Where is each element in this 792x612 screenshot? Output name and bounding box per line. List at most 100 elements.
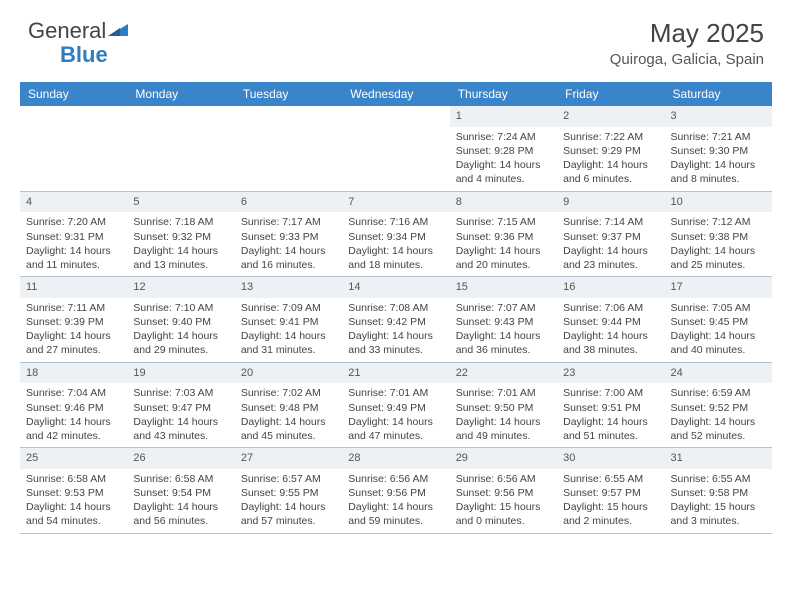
day-cell: 15Sunrise: 7:07 AMSunset: 9:43 PMDayligh… — [450, 277, 557, 362]
day-label-mon: Monday — [127, 82, 234, 106]
day-body: Sunrise: 6:57 AMSunset: 9:55 PMDaylight:… — [235, 469, 342, 533]
day-number: 21 — [342, 363, 449, 384]
daylight-text: Daylight: 14 hours and 11 minutes. — [26, 244, 121, 272]
sunrise-text: Sunrise: 7:00 AM — [563, 386, 658, 400]
day-body: Sunrise: 6:55 AMSunset: 9:57 PMDaylight:… — [557, 469, 664, 533]
day-body: Sunrise: 7:24 AMSunset: 9:28 PMDaylight:… — [450, 127, 557, 191]
day-cell: 17Sunrise: 7:05 AMSunset: 9:45 PMDayligh… — [665, 277, 772, 362]
day-body: Sunrise: 7:01 AMSunset: 9:49 PMDaylight:… — [342, 383, 449, 447]
day-cell — [342, 106, 449, 191]
day-cell: 20Sunrise: 7:02 AMSunset: 9:48 PMDayligh… — [235, 363, 342, 448]
daylight-text: Daylight: 15 hours and 0 minutes. — [456, 500, 551, 528]
day-body: Sunrise: 7:14 AMSunset: 9:37 PMDaylight:… — [557, 212, 664, 276]
sunrise-text: Sunrise: 6:56 AM — [348, 472, 443, 486]
day-body: Sunrise: 6:58 AMSunset: 9:54 PMDaylight:… — [127, 469, 234, 533]
day-cell: 3Sunrise: 7:21 AMSunset: 9:30 PMDaylight… — [665, 106, 772, 191]
daylight-text: Daylight: 14 hours and 59 minutes. — [348, 500, 443, 528]
day-cell: 5Sunrise: 7:18 AMSunset: 9:32 PMDaylight… — [127, 192, 234, 277]
sunset-text: Sunset: 9:56 PM — [348, 486, 443, 500]
day-number: 26 — [127, 448, 234, 469]
week-row: 4Sunrise: 7:20 AMSunset: 9:31 PMDaylight… — [20, 192, 772, 278]
day-cell: 4 Sunrise: 7:20 AMSunset: 9:31 PMDaylight… — [20, 192, 127, 277]
daylight-text: Daylight: 14 hours and 16 minutes. — [241, 244, 336, 272]
day-body: Sunrise: 7:09 AMSunset: 9:41 PMDaylight:… — [235, 298, 342, 362]
day-number: 10 — [665, 192, 772, 213]
sunset-text: Sunset: 9:37 PM — [563, 230, 658, 244]
sunrise-text: Sunrise: 7:02 AM — [241, 386, 336, 400]
day-number: 16 — [557, 277, 664, 298]
day-body: Sunrise: 7:08 AMSunset: 9:42 PMDaylight:… — [342, 298, 449, 362]
daylight-text: Daylight: 14 hours and 29 minutes. — [133, 329, 228, 357]
day-body: Sunrise: 6:55 AMSunset: 9:58 PMDaylight:… — [665, 469, 772, 533]
daylight-text: Daylight: 14 hours and 49 minutes. — [456, 415, 551, 443]
day-body: Sunrise: 7:17 AMSunset: 9:33 PMDaylight:… — [235, 212, 342, 276]
sunset-text: Sunset: 9:41 PM — [241, 315, 336, 329]
day-number: 5 — [127, 192, 234, 213]
weeks-container: 1Sunrise: 7:24 AMSunset: 9:28 PMDaylight… — [20, 106, 772, 534]
day-label-sat: Saturday — [665, 82, 772, 106]
day-cell: 18Sunrise: 7:04 AMSunset: 9:46 PMDayligh… — [20, 363, 127, 448]
sunset-text: Sunset: 9:54 PM — [133, 486, 228, 500]
sunrise-text: Sunrise: 7:01 AM — [348, 386, 443, 400]
day-cell: 31Sunrise: 6:55 AMSunset: 9:58 PMDayligh… — [665, 448, 772, 533]
day-number: 11 — [20, 277, 127, 298]
day-cell: 14Sunrise: 7:08 AMSunset: 9:42 PMDayligh… — [342, 277, 449, 362]
day-body: Sunrise: 7:12 AMSunset: 9:38 PMDaylight:… — [665, 212, 772, 276]
day-cell: 1Sunrise: 7:24 AMSunset: 9:28 PMDaylight… — [450, 106, 557, 191]
sunset-text: Sunset: 9:56 PM — [456, 486, 551, 500]
daylight-text: Daylight: 14 hours and 36 minutes. — [456, 329, 551, 357]
sunset-text: Sunset: 9:49 PM — [348, 401, 443, 415]
sunset-text: Sunset: 9:28 PM — [456, 144, 551, 158]
logo-text-1: General — [28, 18, 106, 44]
sunrise-text: Sunrise: 6:55 AM — [563, 472, 658, 486]
day-body: Sunrise: 7:01 AMSunset: 9:50 PMDaylight:… — [450, 383, 557, 447]
sunrise-text: Sunrise: 7:17 AM — [241, 215, 336, 229]
day-number: 8 — [450, 192, 557, 213]
day-body: Sunrise: 6:59 AMSunset: 9:52 PMDaylight:… — [665, 383, 772, 447]
day-cell: 9Sunrise: 7:14 AMSunset: 9:37 PMDaylight… — [557, 192, 664, 277]
day-cell: 12Sunrise: 7:10 AMSunset: 9:40 PMDayligh… — [127, 277, 234, 362]
daylight-text: Daylight: 14 hours and 38 minutes. — [563, 329, 658, 357]
day-cell: 11Sunrise: 7:11 AMSunset: 9:39 PMDayligh… — [20, 277, 127, 362]
sunset-text: Sunset: 9:45 PM — [671, 315, 766, 329]
sunset-text: Sunset: 9:55 PM — [241, 486, 336, 500]
sunrise-text: Sunrise: 7:10 AM — [133, 301, 228, 315]
day-number — [235, 106, 342, 112]
sunset-text: Sunset: 9:31 PM — [26, 230, 121, 244]
day-number — [127, 106, 234, 112]
daylight-text: Daylight: 14 hours and 52 minutes. — [671, 415, 766, 443]
day-cell — [235, 106, 342, 191]
sunrise-text: Sunrise: 7:16 AM — [348, 215, 443, 229]
day-body: Sunrise: 7:02 AMSunset: 9:48 PMDaylight:… — [235, 383, 342, 447]
day-body: Sunrise: 7:03 AMSunset: 9:47 PMDaylight:… — [127, 383, 234, 447]
day-number: 24 — [665, 363, 772, 384]
day-number: 19 — [127, 363, 234, 384]
day-body: Sunrise: 7:07 AMSunset: 9:43 PMDaylight:… — [450, 298, 557, 362]
day-number: 7 — [342, 192, 449, 213]
day-cell: 13Sunrise: 7:09 AMSunset: 9:41 PMDayligh… — [235, 277, 342, 362]
day-cell: 2Sunrise: 7:22 AMSunset: 9:29 PMDaylight… — [557, 106, 664, 191]
day-number: 4 — [20, 192, 127, 213]
day-cell: 7Sunrise: 7:16 AMSunset: 9:34 PMDaylight… — [342, 192, 449, 277]
day-body: Sunrise: 7:22 AMSunset: 9:29 PMDaylight:… — [557, 127, 664, 191]
day-cell — [20, 106, 127, 191]
day-number: 17 — [665, 277, 772, 298]
day-body: Sunrise: 7:05 AMSunset: 9:45 PMDaylight:… — [665, 298, 772, 362]
sunrise-text: Sunrise: 7:22 AM — [563, 130, 658, 144]
sunset-text: Sunset: 9:43 PM — [456, 315, 551, 329]
day-body: Sunrise: 7:21 AMSunset: 9:30 PMDaylight:… — [665, 127, 772, 191]
daylight-text: Daylight: 14 hours and 23 minutes. — [563, 244, 658, 272]
day-number — [342, 106, 449, 112]
day-cell: 21Sunrise: 7:01 AMSunset: 9:49 PMDayligh… — [342, 363, 449, 448]
logo-text-2: Blue — [60, 42, 108, 68]
daylight-text: Daylight: 14 hours and 18 minutes. — [348, 244, 443, 272]
day-number: 23 — [557, 363, 664, 384]
day-body: Sunrise: 7:06 AMSunset: 9:44 PMDaylight:… — [557, 298, 664, 362]
day-label-sun: Sunday — [20, 82, 127, 106]
header: General Blue May 2025 Quiroga, Galicia, … — [0, 0, 792, 76]
sunset-text: Sunset: 9:36 PM — [456, 230, 551, 244]
day-cell: 24Sunrise: 6:59 AMSunset: 9:52 PMDayligh… — [665, 363, 772, 448]
sunrise-text: Sunrise: 7:20 AM — [26, 215, 121, 229]
day-cell: 25Sunrise: 6:58 AMSunset: 9:53 PMDayligh… — [20, 448, 127, 533]
sunset-text: Sunset: 9:29 PM — [563, 144, 658, 158]
